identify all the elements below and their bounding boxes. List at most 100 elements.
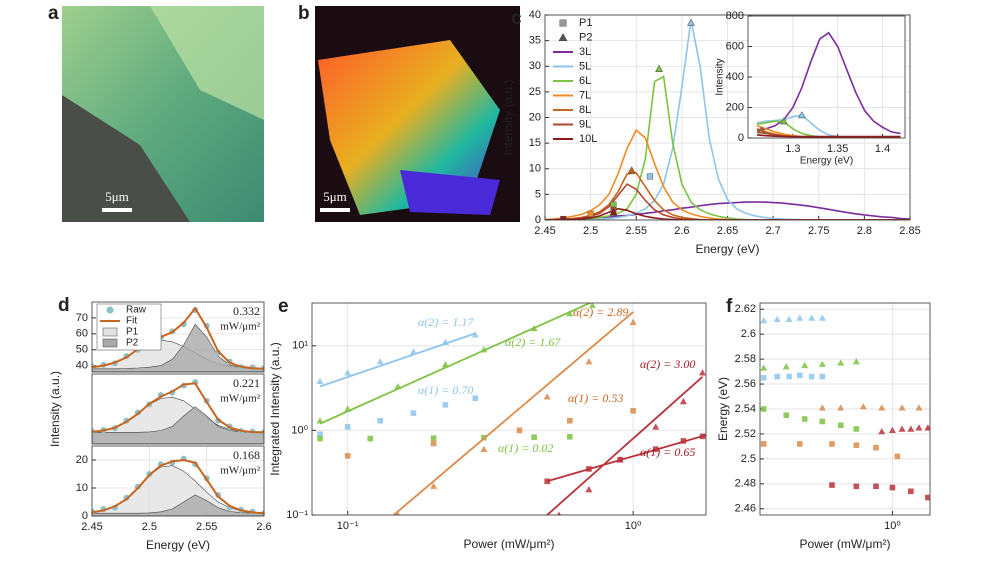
y-tick-label: 10⁰ — [291, 424, 308, 436]
legend-label: P1 — [579, 17, 592, 29]
y-tick-label: 600 — [726, 40, 744, 52]
panel-label: e — [278, 296, 289, 317]
marker — [774, 373, 780, 380]
chart: Intensity (a.u.) 0.221 mW/μm² — [48, 371, 265, 447]
marker — [779, 117, 788, 125]
plot-marks — [756, 31, 901, 138]
power-value: 0.168 — [233, 448, 260, 462]
axes-frame — [91, 445, 265, 517]
y-tick-label: 2.52 — [735, 428, 756, 440]
y-tick-label: 2.5 — [741, 453, 756, 465]
marker — [516, 427, 523, 434]
x-axis-label: Power (mW/μm²) — [464, 537, 555, 551]
marker — [859, 403, 867, 410]
scale-bar-label: 5μm — [105, 189, 129, 204]
chart: 1.3 1.35 1.4 0 200 400 600 800 Energy (eV) Intens… — [715, 10, 906, 167]
y-tick-label: 10 — [76, 482, 88, 494]
legend-label: 10L — [579, 133, 597, 145]
x-axis-label: Energy (eV) — [800, 156, 853, 167]
marker — [796, 441, 803, 447]
marker — [317, 435, 323, 442]
panel-label: b — [298, 3, 310, 24]
x-tick-label: 1.4 — [875, 143, 890, 155]
marker — [829, 482, 835, 488]
plot-marks — [760, 314, 930, 501]
y-tick-label: 0 — [535, 214, 541, 226]
exponent-label: α(1) = 0.70 — [418, 383, 473, 397]
marker — [915, 424, 923, 431]
y-tick-label: 2.56 — [735, 378, 756, 390]
marker — [873, 444, 879, 451]
x-tick-label: 2.45 — [81, 521, 102, 533]
marker — [889, 484, 896, 491]
marker — [566, 433, 573, 440]
x-tick-label: 2.6 — [674, 225, 689, 237]
power-unit: mW/μm² — [220, 465, 260, 477]
marker — [442, 402, 449, 408]
exponent-label: α(1) = 0.65 — [640, 445, 695, 459]
marker — [773, 315, 781, 323]
y-tick-label: 200 — [726, 101, 744, 113]
marker — [915, 404, 923, 411]
marker — [316, 377, 324, 385]
marker — [837, 422, 844, 429]
flake — [150, 6, 264, 120]
x-tick-label: 2.6 — [256, 521, 271, 533]
x-tick-label: 1.3 — [785, 143, 800, 155]
marker — [627, 166, 636, 174]
marker — [853, 483, 860, 490]
legend-label: 6L — [579, 75, 591, 87]
legend-label: 5L — [579, 60, 591, 72]
marker — [344, 453, 351, 459]
legend-swatch — [102, 327, 118, 337]
marker — [543, 393, 551, 400]
marker — [646, 173, 653, 180]
power-value: 0.221 — [233, 376, 260, 390]
y-tick-label: 70 — [76, 312, 88, 324]
legend-label: 3L — [579, 46, 591, 58]
y-tick-label: 40 — [529, 9, 541, 21]
x-axis-label: Energy (eV) — [146, 538, 210, 552]
marker — [106, 306, 114, 314]
legend-label: 7L — [579, 89, 591, 101]
marker — [630, 408, 636, 414]
y-tick-label: 400 — [726, 71, 744, 83]
axes-frame — [311, 302, 707, 516]
y-tick-label: 30 — [529, 60, 541, 72]
marker — [557, 511, 561, 515]
flake — [400, 170, 500, 215]
y-tick-label: 10⁻¹ — [286, 509, 308, 521]
marker — [610, 201, 617, 208]
fit-line — [546, 376, 704, 515]
marker — [441, 361, 449, 368]
y-tick-label: 60 — [76, 328, 88, 340]
marker — [652, 423, 660, 430]
y-tick-label: 2.46 — [735, 503, 756, 515]
marker — [480, 445, 488, 452]
y-tick-label: 40 — [76, 360, 88, 372]
y-tick-label: 20 — [76, 454, 88, 466]
x-tick-label: 2.7 — [765, 225, 780, 237]
line — [92, 458, 264, 515]
y-tick-label: 0 — [738, 132, 744, 144]
axes-frame — [91, 373, 265, 445]
marker — [888, 426, 896, 433]
marker — [853, 442, 860, 448]
chart: 2.45 2.5 2.55 2.6 2.65 2.7 2.75 2.8 2.85 0 5 10 15 20… — [501, 8, 921, 256]
power-value: 0.332 — [233, 304, 260, 318]
substrate — [62, 95, 190, 222]
marker — [559, 19, 567, 27]
marker — [782, 363, 790, 370]
x-tick-label: 2.5 — [583, 225, 598, 237]
marker — [808, 314, 816, 321]
marker — [609, 208, 618, 216]
x-tick-label: 2.85 — [899, 225, 920, 237]
y-tick-label: 5 — [535, 188, 541, 200]
y-tick-label: 10¹ — [292, 340, 308, 352]
legend-label: P2 — [126, 338, 139, 349]
panel-a: 5μm a — [48, 3, 264, 222]
y-tick-label: 25 — [529, 86, 541, 98]
y-axis-label: Integrated Intensity (a.u.) — [268, 342, 282, 475]
marker — [818, 404, 826, 411]
